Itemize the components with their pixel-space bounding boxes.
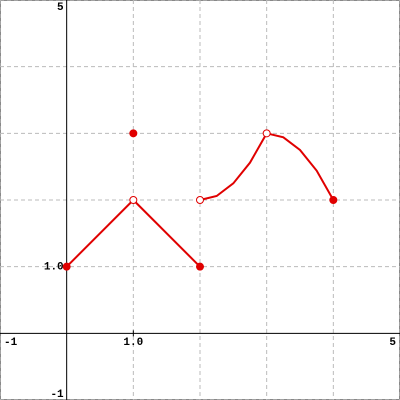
open-point xyxy=(129,196,138,204)
curve xyxy=(266,132,335,201)
y-tick-label: 5 xyxy=(57,2,64,14)
y-tick-label: -1 xyxy=(50,389,64,400)
curve xyxy=(199,132,268,201)
y-tick-label: 1.0 xyxy=(44,262,64,274)
curve xyxy=(132,199,201,268)
closed-point xyxy=(62,262,71,271)
x-tick-label: 1.0 xyxy=(123,337,143,349)
open-point xyxy=(262,129,271,138)
closed-point xyxy=(329,196,338,204)
open-point xyxy=(196,196,204,204)
closed-point xyxy=(196,262,204,271)
curve xyxy=(65,199,135,268)
x-tick-label: 5 xyxy=(389,337,396,349)
x-tick-label: -1 xyxy=(4,337,18,349)
closed-point xyxy=(129,129,138,138)
